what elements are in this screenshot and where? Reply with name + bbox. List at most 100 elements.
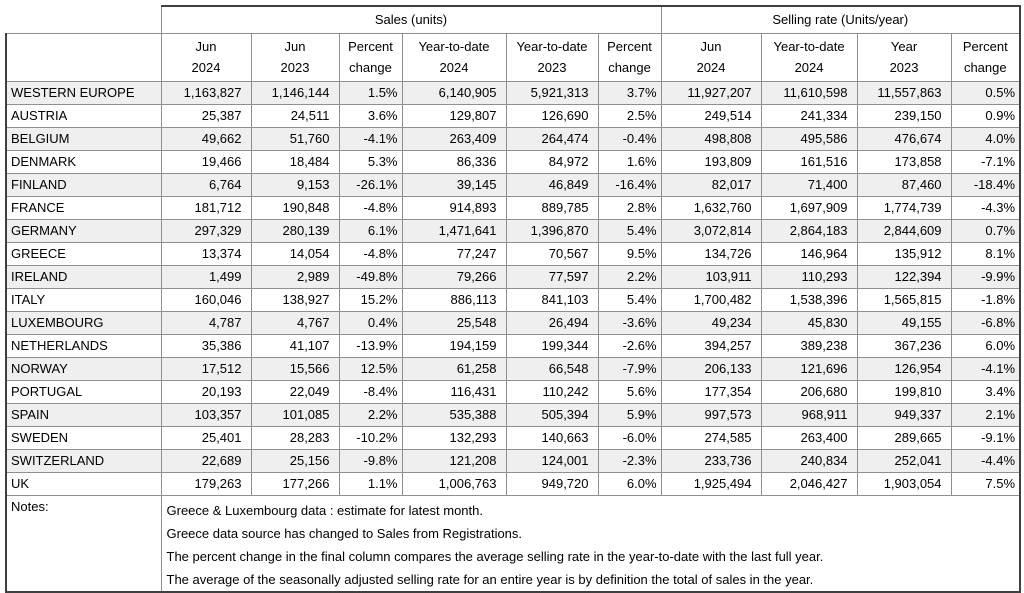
country-cell: ITALY (5, 287, 162, 312)
value-cell: 77,597 (505, 264, 599, 289)
value-cell: 2,046,427 (760, 471, 858, 496)
table-row: UK 179,263 177,266 1.1% 1,006,763 949,72… (5, 471, 1022, 496)
percent-cell: 0.7% (950, 218, 1022, 243)
car-sales-table: Sales (units) Selling rate (Units/year) … (5, 5, 1022, 593)
table-row: IRELAND 1,499 2,989 -49.8% 79,266 77,597… (5, 264, 1022, 289)
value-cell: 9,153 (250, 172, 340, 197)
value-cell: 13,374 (160, 241, 252, 266)
value-cell: 535,388 (401, 402, 507, 427)
table-row: GREECE 13,374 14,054 -4.8% 77,247 70,567… (5, 241, 1022, 266)
value-cell: 20,193 (160, 379, 252, 404)
value-cell: 252,041 (856, 448, 952, 473)
value-cell: 41,107 (250, 333, 340, 358)
percent-cell: 0.4% (338, 310, 403, 335)
value-cell: 122,394 (856, 264, 952, 289)
value-cell: 367,236 (856, 333, 952, 358)
percent-cell: 3.4% (950, 379, 1022, 404)
value-cell: 190,848 (250, 195, 340, 220)
value-cell: 495,586 (760, 126, 858, 151)
value-cell: 914,893 (401, 195, 507, 220)
value-cell: 1,146,144 (250, 80, 340, 105)
value-cell: 49,662 (160, 126, 252, 151)
value-cell: 77,247 (401, 241, 507, 266)
value-cell: 161,516 (760, 149, 858, 174)
value-cell: 160,046 (160, 287, 252, 312)
value-cell: 498,808 (660, 126, 762, 151)
country-cell: FINLAND (5, 172, 162, 197)
value-cell: 1,471,641 (401, 218, 507, 243)
value-cell: 25,548 (401, 310, 507, 335)
value-cell: 206,133 (660, 356, 762, 381)
value-cell: 11,927,207 (660, 80, 762, 105)
table-row: SWEDEN 25,401 28,283 -10.2% 132,293 140,… (5, 425, 1022, 450)
value-cell: 46,849 (505, 172, 599, 197)
value-cell: 1,632,760 (660, 195, 762, 220)
value-cell: 264,474 (505, 126, 599, 151)
value-cell: 126,690 (505, 103, 599, 128)
value-cell: 61,258 (401, 356, 507, 381)
value-cell: 110,242 (505, 379, 599, 404)
notes-label: Notes: (5, 494, 162, 593)
value-cell: 193,809 (660, 149, 762, 174)
value-cell: 199,810 (856, 379, 952, 404)
value-cell: 297,329 (160, 218, 252, 243)
percent-cell: 1.5% (338, 80, 403, 105)
country-cell: UK (5, 471, 162, 496)
percent-cell: -6.8% (950, 310, 1022, 335)
value-cell: 173,858 (856, 149, 952, 174)
percent-cell: 12.5% (338, 356, 403, 381)
value-cell: 6,140,905 (401, 80, 507, 105)
percent-cell: 3.6% (338, 103, 403, 128)
col-sales-jun-2023: Jun 2023 (250, 32, 340, 82)
table-row: DENMARK 19,466 18,484 5.3% 86,336 84,972… (5, 149, 1022, 174)
percent-cell: 6.0% (597, 471, 662, 496)
percent-cell: -6.0% (597, 425, 662, 450)
percent-cell: 15.2% (338, 287, 403, 312)
value-cell: 25,387 (160, 103, 252, 128)
value-cell: 121,208 (401, 448, 507, 473)
country-cell: WESTERN EUROPE (5, 80, 162, 105)
value-cell: 274,585 (660, 425, 762, 450)
col-rate-ytd-2024: Year-to-date 2024 (760, 32, 858, 82)
value-cell: 1,565,815 (856, 287, 952, 312)
value-cell: 233,736 (660, 448, 762, 473)
percent-cell: 5.6% (597, 379, 662, 404)
percent-cell: -9.8% (338, 448, 403, 473)
value-cell: 49,155 (856, 310, 952, 335)
country-cell: AUSTRIA (5, 103, 162, 128)
value-cell: 886,113 (401, 287, 507, 312)
col-rate-year-2023: Year 2023 (856, 32, 952, 82)
value-cell: 84,972 (505, 149, 599, 174)
value-cell: 124,001 (505, 448, 599, 473)
percent-cell: -4.1% (950, 356, 1022, 381)
percent-cell: -7.9% (597, 356, 662, 381)
value-cell: 11,557,863 (856, 80, 952, 105)
value-cell: 240,834 (760, 448, 858, 473)
percent-cell: -8.4% (338, 379, 403, 404)
percent-cell: -9.9% (950, 264, 1022, 289)
value-cell: 103,357 (160, 402, 252, 427)
value-cell: 146,964 (760, 241, 858, 266)
value-cell: 997,573 (660, 402, 762, 427)
country-cell: NETHERLANDS (5, 333, 162, 358)
col-sales-pct-change-ytd: Percent change (597, 32, 662, 82)
value-cell: 177,354 (660, 379, 762, 404)
notes-row: Notes: Greece & Luxembourg data : estima… (5, 494, 1022, 593)
note-line: The percent change in the final column c… (166, 548, 824, 564)
percent-cell: 5.3% (338, 149, 403, 174)
percent-cell: -7.1% (950, 149, 1022, 174)
value-cell: 82,017 (660, 172, 762, 197)
value-cell: 17,512 (160, 356, 252, 381)
value-cell: 140,663 (505, 425, 599, 450)
table-row: SPAIN 103,357 101,085 2.2% 535,388 505,3… (5, 402, 1022, 427)
percent-cell: 5.4% (597, 218, 662, 243)
value-cell: 199,344 (505, 333, 599, 358)
value-cell: 1,925,494 (660, 471, 762, 496)
value-cell: 181,712 (160, 195, 252, 220)
value-cell: 889,785 (505, 195, 599, 220)
value-cell: 1,163,827 (160, 80, 252, 105)
value-cell: 6,764 (160, 172, 252, 197)
col-sales-jun-2024: Jun 2024 (160, 32, 252, 82)
percent-cell: 2.2% (338, 402, 403, 427)
percent-cell: 1.1% (338, 471, 403, 496)
